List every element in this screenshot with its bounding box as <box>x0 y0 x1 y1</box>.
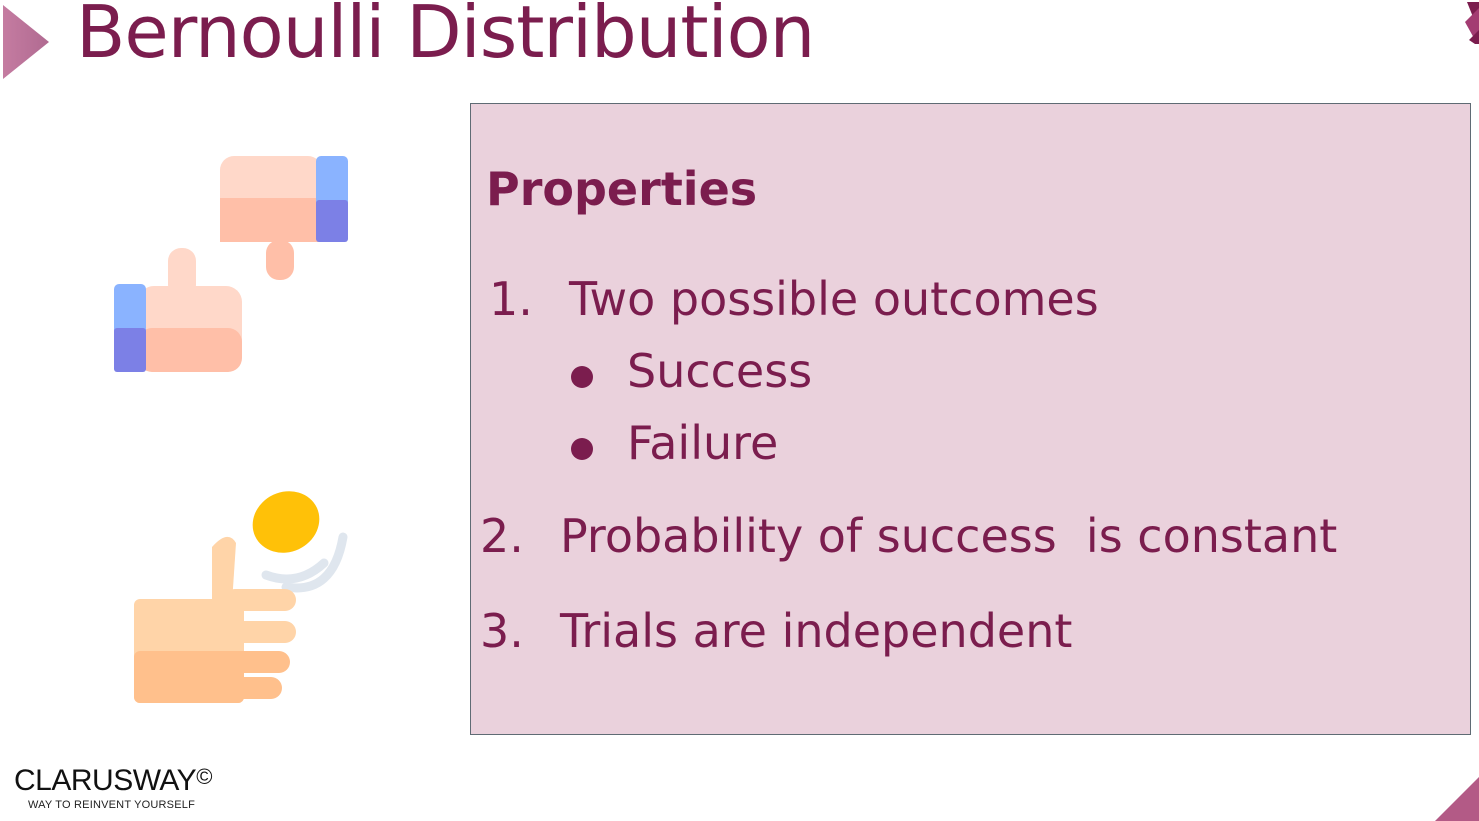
sub-item-text: Failure <box>627 416 779 470</box>
property-number: 2. <box>480 509 524 563</box>
clarusway-logo: CLARUSWAY© WAY TO REINVENT YOURSELF <box>14 764 212 811</box>
property-text: Probability of success is constant <box>560 509 1338 563</box>
properties-heading: Properties <box>486 162 758 216</box>
property-text: Two possible outcomes <box>569 272 1099 326</box>
bullet-icon <box>571 366 593 388</box>
logo-wordmark: CLARUSWAY <box>14 764 197 797</box>
logo-tagline: WAY TO REINVENT YOURSELF <box>28 799 195 811</box>
thumbs-up-down-icon <box>114 156 348 372</box>
slide-title: Bernoulli Distribution <box>76 0 815 74</box>
copyright-symbol: © <box>196 764 212 789</box>
property-number: 3. <box>480 604 524 658</box>
bullet-icon <box>571 438 593 460</box>
property-text: Trials are independent <box>560 604 1073 658</box>
logo-name: CLARUSWAY© <box>14 764 212 797</box>
corner-chevron-icon <box>1465 2 1479 44</box>
corner-triangle-icon <box>1435 777 1479 821</box>
title-arrow-icon <box>3 5 49 79</box>
sub-item-text: Success <box>627 344 813 398</box>
property-number: 1. <box>489 272 533 326</box>
coin-flip-icon <box>134 491 348 703</box>
properties-box: Properties 1. Two possible outcomes Succ… <box>470 103 1471 735</box>
